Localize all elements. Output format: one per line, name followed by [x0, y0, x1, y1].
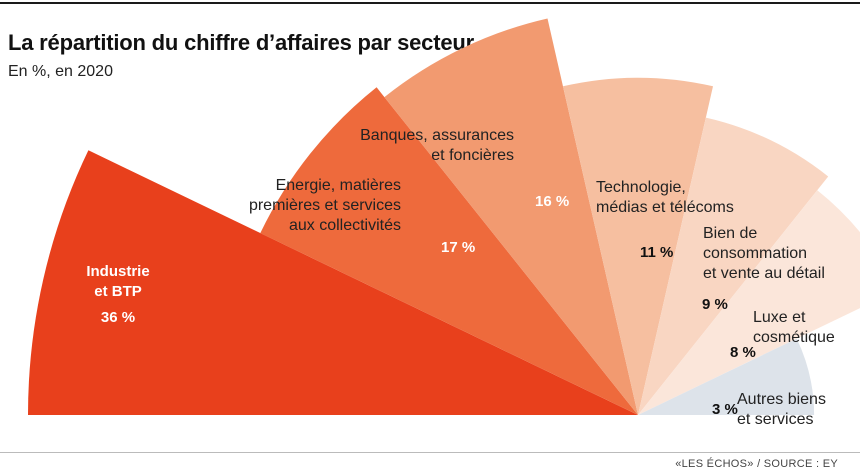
bottom-rule: [0, 452, 860, 453]
slice-3: [563, 77, 713, 416]
slice-5: [638, 190, 860, 415]
category-label-3: Technologie, médias et télécoms: [596, 179, 734, 216]
chart-subtitle: En %, en 2020: [8, 63, 113, 80]
slice-6: [638, 338, 815, 415]
category-label-2: Banques, assurances et foncières: [360, 127, 514, 164]
value-label-4: 9 %: [702, 296, 728, 313]
value-label-2: 16 %: [535, 193, 569, 210]
slice-0: [28, 150, 638, 416]
slice-4: [638, 117, 829, 415]
chart-title: La répartition du chiffre d’affaires par…: [8, 30, 474, 55]
value-label-5: 8 %: [730, 344, 756, 361]
source-note: «LES ÉCHOS» / SOURCE : EY: [675, 458, 838, 470]
category-label-6: Autres biens et services: [737, 391, 826, 428]
top-rule: [0, 2, 860, 4]
category-label-1: Energie, matières premières et services au…: [249, 177, 401, 234]
slice-1: [260, 87, 638, 416]
slice-2: [384, 18, 638, 415]
value-label-3: 11 %: [640, 244, 673, 261]
category-label-5: Luxe et cosmétique: [753, 309, 835, 346]
category-label-0: Industrie et BTP: [86, 263, 149, 300]
value-label-1: 17 %: [441, 239, 475, 256]
value-label-6: 3 %: [712, 401, 738, 418]
category-label-4: Bien de consommation et vente au détail: [703, 225, 825, 282]
value-label-0: 36 %: [101, 309, 135, 326]
